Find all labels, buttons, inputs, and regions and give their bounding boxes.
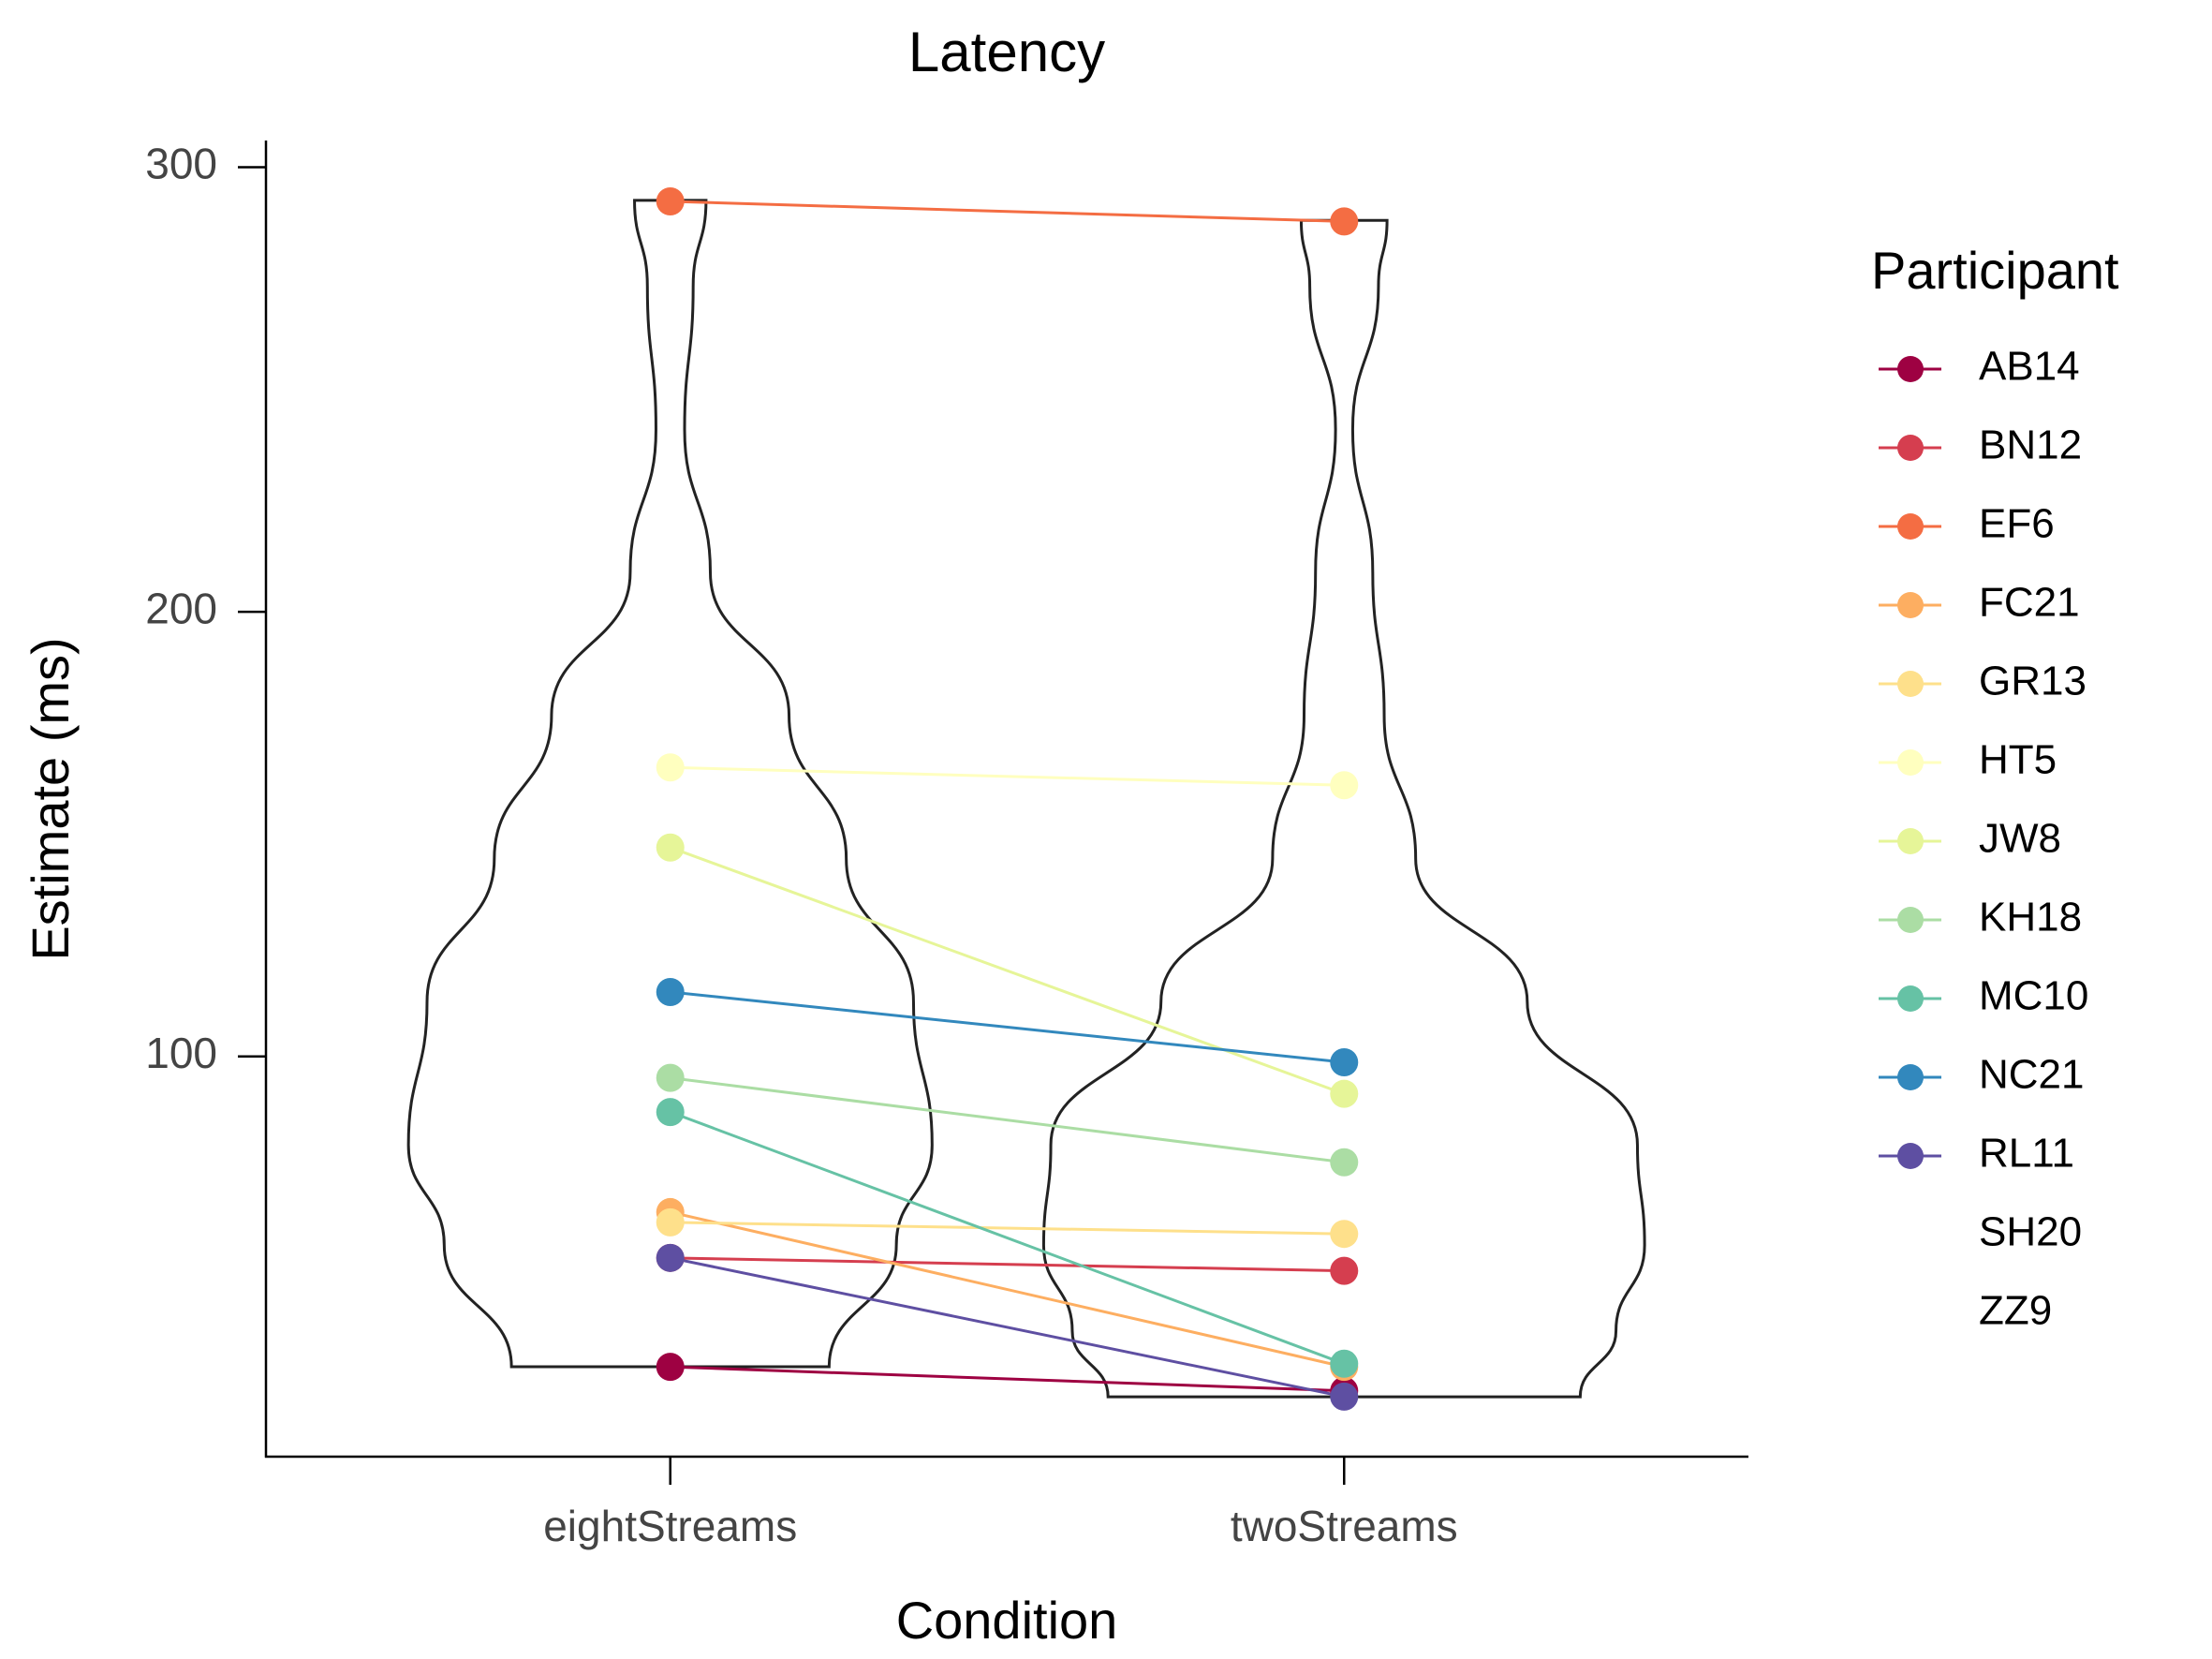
point [656,833,685,862]
legend-dot [1897,985,1924,1012]
point [1330,1220,1359,1249]
legend-dot [1897,1064,1924,1090]
legend-label: GR13 [1979,659,2087,704]
point [1330,1047,1359,1076]
series-line [670,765,1345,787]
legend-dot [1897,356,1924,382]
series-line [670,1221,1345,1236]
legend-label: ZZ9 [1979,1288,2052,1334]
legend-label: BN12 [1979,422,2082,468]
point [1330,1382,1359,1411]
x-axis-title: Condition [896,1591,1118,1650]
point [1330,771,1359,800]
series-line [670,990,1345,1064]
legend-dot [1897,749,1924,776]
point [656,1098,685,1127]
legend-label: RL11 [1979,1131,2074,1177]
series-line [670,846,1345,1096]
series-line [670,1256,1345,1273]
violin [406,199,934,1369]
point [1330,1349,1359,1378]
series-line [670,1365,1345,1393]
y-tick-label: 200 [145,584,217,632]
legend-label: SH20 [1979,1209,2082,1255]
legend-dot [1897,435,1924,461]
legend-label: MC10 [1979,973,2088,1019]
violin [1041,218,1646,1399]
legend-label: AB14 [1979,344,2080,390]
legend-title: Participant [1871,241,2119,300]
series-line [670,1256,1345,1399]
point [1330,207,1359,236]
point [1330,1148,1359,1177]
y-axis-title: Estimate (ms) [21,637,80,960]
legend-dot [1897,907,1924,933]
series-line [670,1110,1345,1366]
point [656,1353,685,1382]
legend-label: KH18 [1979,895,2082,941]
x-tick-label: eightStreams [543,1502,797,1550]
legend-label: JW8 [1979,816,2061,862]
point [656,1243,685,1272]
series-line [670,1210,1345,1369]
legend-dot [1897,592,1924,618]
legend-label: EF6 [1979,501,2055,547]
y-tick-label: 100 [145,1029,217,1077]
legend-dot [1897,671,1924,697]
legend-dot [1897,1143,1924,1169]
legend-dot [1897,513,1924,540]
point [656,187,685,216]
point [656,753,685,782]
point [1330,1256,1359,1285]
point [656,1063,685,1092]
point [656,1207,685,1237]
point [1330,1079,1359,1108]
series-line [670,1076,1345,1164]
point [656,977,685,1006]
legend-label: FC21 [1979,580,2080,626]
chart-title: Latency [908,21,1105,83]
y-tick-label: 300 [145,140,217,188]
legend-label: NC21 [1979,1052,2085,1098]
legend-dot [1897,828,1924,854]
x-tick-label: twoStreams [1231,1502,1458,1550]
series-line [670,200,1345,223]
legend-label: HT5 [1979,737,2057,783]
